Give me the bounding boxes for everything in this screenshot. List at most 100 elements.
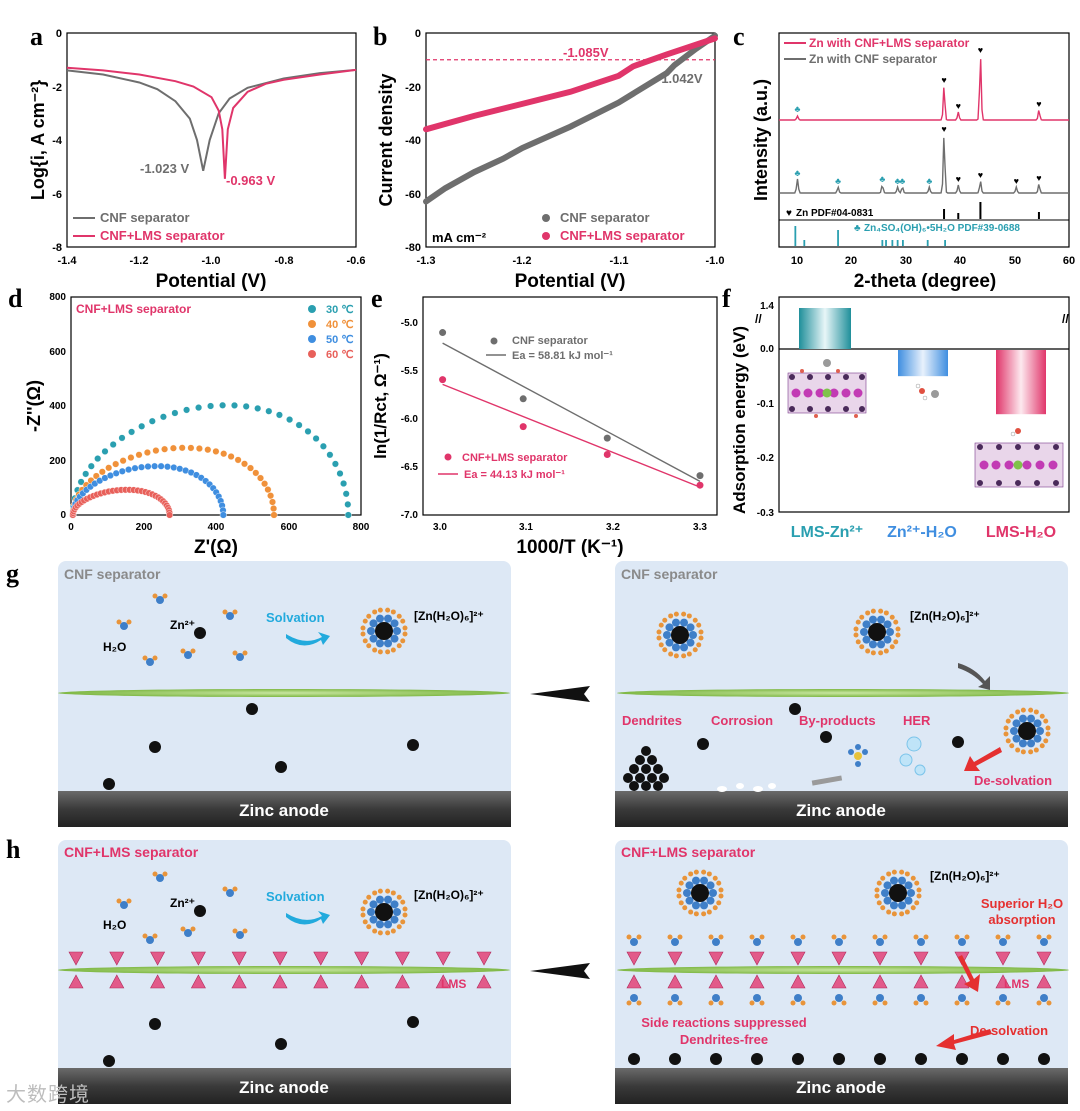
water-hydrogen bbox=[662, 647, 668, 653]
desolvation-label: De-solvation bbox=[974, 773, 1052, 788]
water-hydrogen bbox=[396, 643, 402, 649]
scheme-title: CNF separator bbox=[64, 566, 161, 582]
chart-title: CNF+LMS separator bbox=[76, 302, 191, 316]
data-point bbox=[519, 395, 527, 403]
water-oxygen bbox=[712, 938, 720, 946]
y-axis-label: Adsorption energy (eV) bbox=[730, 326, 749, 514]
legend-marker bbox=[444, 453, 452, 461]
water-oxygen bbox=[835, 994, 843, 1002]
zn-deposit bbox=[669, 1053, 681, 1065]
water-hydrogen bbox=[1045, 725, 1051, 731]
data-point bbox=[183, 406, 191, 414]
x-tick-label: 0 bbox=[68, 522, 74, 533]
water-oxygen bbox=[753, 994, 761, 1002]
legend-marker bbox=[308, 335, 316, 343]
y-tick-label: -60 bbox=[405, 189, 421, 201]
separator-membrane bbox=[58, 966, 510, 974]
separator-membrane bbox=[58, 689, 510, 697]
adsorbed-water-layer bbox=[626, 934, 1052, 1006]
water-hydrogen bbox=[677, 934, 683, 940]
water-oxygen bbox=[1010, 727, 1018, 735]
crystal-structure-lms-h2o bbox=[974, 428, 1064, 488]
zn-ion bbox=[194, 627, 206, 639]
dendrites-free-label: Dendrites-free bbox=[680, 1032, 768, 1047]
water-hydrogen bbox=[686, 613, 692, 619]
panel-c: c 10 20 30 40 50 60 2-theta (degree) Int… bbox=[733, 22, 1075, 292]
water-oxygen bbox=[663, 631, 671, 639]
water-hydrogen bbox=[688, 871, 694, 877]
panel-letter: b bbox=[373, 22, 387, 51]
water-oxygen bbox=[375, 920, 384, 929]
water-hydrogen bbox=[886, 871, 892, 877]
complex-label: [Zn(H₂O)₆]²⁺ bbox=[910, 609, 980, 623]
lms-particle bbox=[231, 974, 247, 989]
zn-deposit bbox=[956, 1053, 968, 1065]
plot-frame bbox=[778, 296, 1070, 513]
her-label: HER bbox=[903, 713, 931, 728]
water-hydrogen bbox=[916, 893, 922, 899]
ea-label: Ea = 58.81 kJ mol⁻¹ bbox=[512, 350, 613, 362]
tick-labels: 0 200 400 600 800 0 200 400 600 800 bbox=[49, 292, 369, 533]
water-hydrogen bbox=[841, 1000, 847, 1006]
superior-label: Superior H₂O bbox=[981, 896, 1063, 911]
water-oxygen bbox=[1027, 739, 1036, 748]
water-oxygen bbox=[691, 876, 700, 885]
data-point bbox=[270, 505, 278, 513]
solvated-zn-complex bbox=[853, 608, 901, 656]
water-hydrogen bbox=[626, 1000, 632, 1006]
water-hydrogen bbox=[749, 934, 755, 940]
water-hydrogen bbox=[904, 871, 910, 877]
water-hydrogen bbox=[656, 629, 662, 635]
legend-marker bbox=[542, 232, 550, 240]
water-oxygen bbox=[671, 643, 680, 652]
legend-label: 30 ℃ bbox=[326, 304, 354, 316]
water-hydrogen bbox=[964, 1000, 970, 1006]
data-point bbox=[295, 421, 303, 429]
water-hydrogen bbox=[402, 912, 408, 918]
zn-label: Zn²⁺ bbox=[170, 896, 195, 910]
lms-particle bbox=[872, 951, 888, 966]
solvation-label: Solvation bbox=[266, 889, 325, 904]
x-tick-label: 3.0 bbox=[433, 522, 447, 533]
heart-marker-icon: ♥ bbox=[1036, 99, 1041, 109]
water-hydrogen bbox=[385, 888, 391, 894]
water-oxygen bbox=[390, 900, 399, 909]
water-oxygen bbox=[369, 900, 378, 909]
data-point bbox=[240, 460, 248, 468]
water-hydrogen bbox=[865, 610, 871, 616]
complex-label: [Zn(H₂O)₆]²⁺ bbox=[930, 869, 1000, 883]
y-tick-label: 400 bbox=[49, 401, 66, 412]
water-hydrogen bbox=[790, 1000, 796, 1006]
water-hydrogen bbox=[626, 934, 632, 940]
panel-g: g CNF separator CNF separator Zinc anode… bbox=[6, 559, 1069, 827]
water-hydrogen bbox=[893, 639, 899, 645]
water-hydrogen bbox=[402, 906, 408, 912]
y-tick-label: -20 bbox=[405, 82, 421, 94]
solvated-zn-complex bbox=[360, 888, 408, 936]
lms-particle bbox=[190, 951, 206, 966]
data-point bbox=[143, 449, 151, 457]
water-oxygen bbox=[794, 994, 802, 1002]
water-hydrogen bbox=[372, 647, 378, 653]
y-tick-label: -0.2 bbox=[757, 453, 775, 464]
water-oxygen bbox=[686, 638, 695, 647]
data-point bbox=[254, 404, 262, 412]
water-hydrogen bbox=[360, 625, 366, 631]
water-oxygen bbox=[889, 876, 898, 885]
water-oxygen bbox=[712, 994, 720, 1002]
water-hydrogen bbox=[891, 869, 897, 875]
lms-particle bbox=[913, 974, 929, 989]
panel-letter: d bbox=[8, 284, 23, 313]
axis-break-icon: // bbox=[1062, 312, 1069, 326]
lms-particle bbox=[476, 951, 492, 966]
water-hydrogen bbox=[706, 871, 712, 877]
water-hydrogen bbox=[693, 911, 699, 917]
heart-marker-icon: ♥ bbox=[978, 170, 983, 180]
water-hydrogen bbox=[385, 930, 391, 936]
diffusion-arrow-icon bbox=[958, 663, 990, 690]
series-line-cnf bbox=[66, 68, 357, 172]
panel-letter: h bbox=[6, 835, 21, 864]
water-oxygen bbox=[630, 938, 638, 946]
water-oxygen bbox=[384, 920, 393, 929]
y-tick-label: 600 bbox=[49, 347, 66, 358]
